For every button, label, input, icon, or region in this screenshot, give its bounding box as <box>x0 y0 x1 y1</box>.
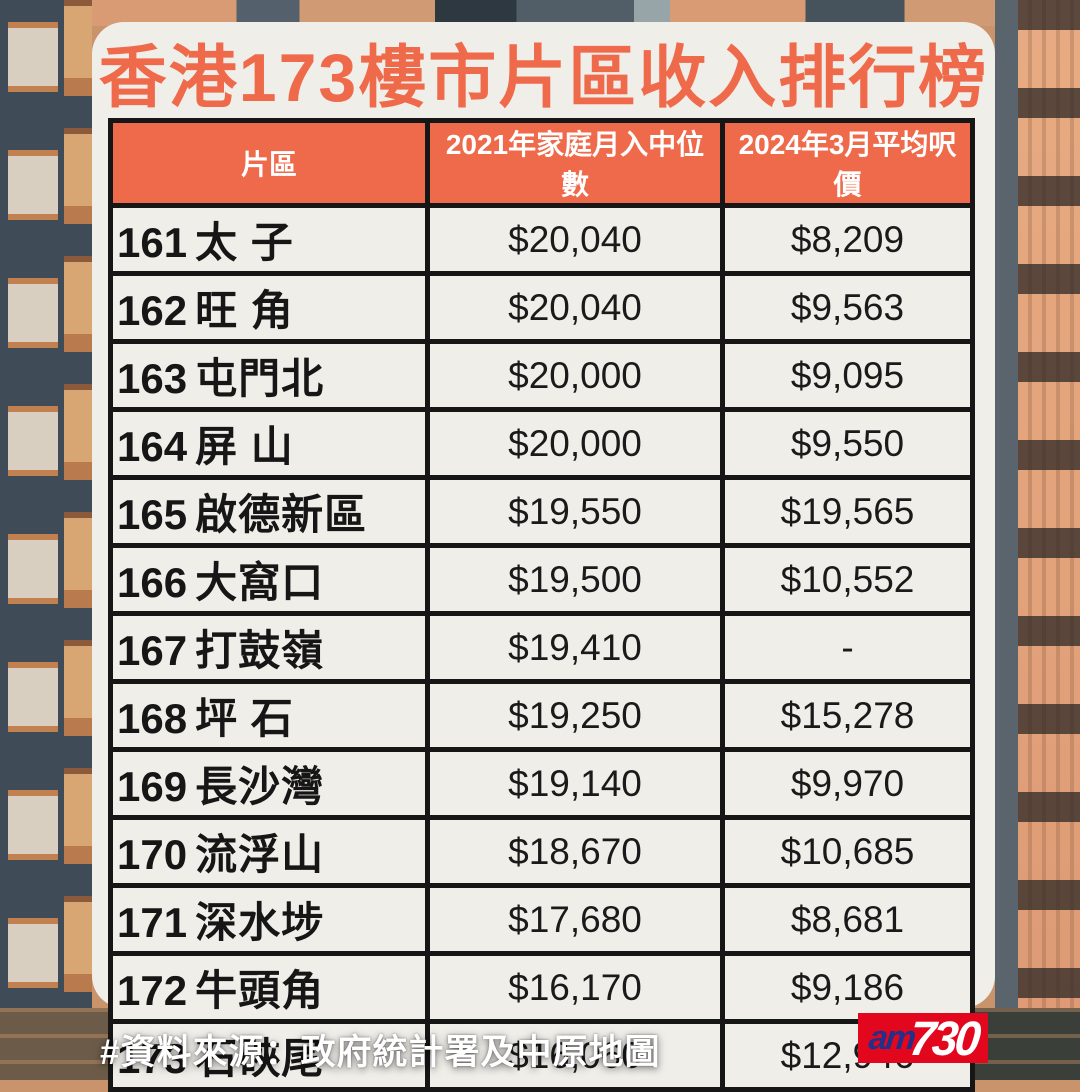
rank-number: 165 <box>117 491 188 538</box>
price-cell: $8,209 <box>720 203 975 276</box>
data-source-caption: #資料來源：政府統計署及中原地圖 <box>100 1033 661 1072</box>
rank-number: 163 <box>117 355 188 402</box>
district-cell: 172 牛頭角 <box>108 951 430 1024</box>
table-row: 164 屏 山 $20,000 $9,550 <box>108 407 975 480</box>
price-cell: $19,565 <box>720 475 975 548</box>
rank-number: 169 <box>117 763 188 810</box>
column-header-income: 2021年家庭月入中位數 <box>425 118 725 208</box>
district-cell: 166 大窩口 <box>108 543 430 616</box>
page-title: 香港173樓市片區收入排行榜 <box>98 40 989 116</box>
column-header-price: 2024年3月平均呎價 <box>720 118 975 208</box>
rank-number: 161 <box>117 219 188 266</box>
table-row: 166 大窩口 $19,500 $10,552 <box>108 543 975 616</box>
income-cell: $20,040 <box>425 271 725 344</box>
rank-number: 164 <box>117 423 188 470</box>
price-cell: $9,970 <box>720 747 975 820</box>
rank-number: 162 <box>117 287 188 334</box>
table-row: 165 啟德新區 $19,550 $19,565 <box>108 475 975 548</box>
district-cell: 167 打鼓嶺 <box>108 611 430 684</box>
am730-logo-number: 730 <box>906 1013 981 1063</box>
income-cell: $18,670 <box>425 815 725 888</box>
table-header-row: 片區 2021年家庭月入中位數 2024年3月平均呎價 <box>108 118 975 208</box>
background-balconies <box>64 0 92 1080</box>
district-name: 流浮山 <box>195 831 325 878</box>
price-cell: - <box>720 611 975 684</box>
price-cell: $10,552 <box>720 543 975 616</box>
district-name: 坪 石 <box>195 695 294 742</box>
district-name: 屯門北 <box>195 355 325 402</box>
income-cell: $17,680 <box>425 883 725 956</box>
district-cell: 163 屯門北 <box>108 339 430 412</box>
rank-number: 168 <box>117 695 188 742</box>
district-cell: 165 啟德新區 <box>108 475 430 548</box>
rank-number: 173 <box>117 1035 188 1082</box>
background-building-left <box>0 0 92 1080</box>
price-cell: $9,563 <box>720 271 975 344</box>
income-cell: $20,040 <box>425 203 725 276</box>
table-row: 169 長沙灣 $19,140 $9,970 <box>108 747 975 820</box>
income-cell: $20,000 <box>425 407 725 480</box>
district-cell: 161 太 子 <box>108 203 430 276</box>
infographic-card: 香港173樓市片區收入排行榜 片區 2021年家庭月入中位數 2024年3月平均… <box>92 22 995 1092</box>
district-cell: 169 長沙灣 <box>108 747 430 820</box>
income-cell: $19,500 <box>425 543 725 616</box>
income-cell: $20,000 <box>425 339 725 412</box>
background-tower <box>1018 0 1080 1080</box>
background-building-right <box>995 0 1080 1080</box>
price-cell: $9,095 <box>720 339 975 412</box>
price-cell: $9,186 <box>720 951 975 1024</box>
rank-number: 172 <box>117 967 188 1014</box>
district-name: 長沙灣 <box>195 763 325 810</box>
district-cell: 162 旺 角 <box>108 271 430 344</box>
table-row: 168 坪 石 $19,250 $15,278 <box>108 679 975 752</box>
district-name: 牛頭角 <box>195 967 325 1014</box>
table-row: 172 牛頭角 $16,170 $9,186 <box>108 951 975 1024</box>
price-cell: $9,550 <box>720 407 975 480</box>
table-row: 163 屯門北 $20,000 $9,095 <box>108 339 975 412</box>
income-cell: $16,170 <box>425 951 725 1024</box>
table-row: 161 太 子 $20,040 $8,209 <box>108 203 975 276</box>
table-row: 162 旺 角 $20,040 $9,563 <box>108 271 975 344</box>
district-name: 大窩口 <box>195 559 325 606</box>
rank-number: 170 <box>117 831 188 878</box>
rank-number: 167 <box>117 627 188 674</box>
district-name: 打鼓嶺 <box>195 627 325 674</box>
column-header-district: 片區 <box>108 118 430 208</box>
table-row: 171 深水埗 $17,680 $8,681 <box>108 883 975 956</box>
rank-number: 171 <box>117 899 188 946</box>
am730-logo: am 730 <box>858 1013 988 1063</box>
district-name: 太 子 <box>195 219 294 266</box>
district-name: 深水埗 <box>195 899 325 946</box>
district-name: 啟德新區 <box>195 491 368 538</box>
district-cell: 170 流浮山 <box>108 815 430 888</box>
income-cell: $19,550 <box>425 475 725 548</box>
price-cell: $15,278 <box>720 679 975 752</box>
table-row: 170 流浮山 $18,670 $10,685 <box>108 815 975 888</box>
district-cell: 164 屏 山 <box>108 407 430 480</box>
background-windows <box>8 0 58 1080</box>
income-cell: $19,250 <box>425 679 725 752</box>
background-building-top <box>92 0 995 26</box>
district-name: 石硤尾 <box>195 1035 325 1082</box>
income-cell: $19,410 <box>425 611 725 684</box>
district-cell: 171 深水埗 <box>108 883 430 956</box>
income-cell: $19,140 <box>425 747 725 820</box>
price-cell: $10,685 <box>720 815 975 888</box>
district-name: 屏 山 <box>195 423 294 470</box>
price-cell: $8,681 <box>720 883 975 956</box>
district-name: 旺 角 <box>195 287 294 334</box>
table-row: 167 打鼓嶺 $19,410 - <box>108 611 975 684</box>
rank-number: 166 <box>117 559 188 606</box>
ranking-table: 片區 2021年家庭月入中位數 2024年3月平均呎價 161 太 子 $20,0… <box>108 118 975 1092</box>
district-cell: 168 坪 石 <box>108 679 430 752</box>
